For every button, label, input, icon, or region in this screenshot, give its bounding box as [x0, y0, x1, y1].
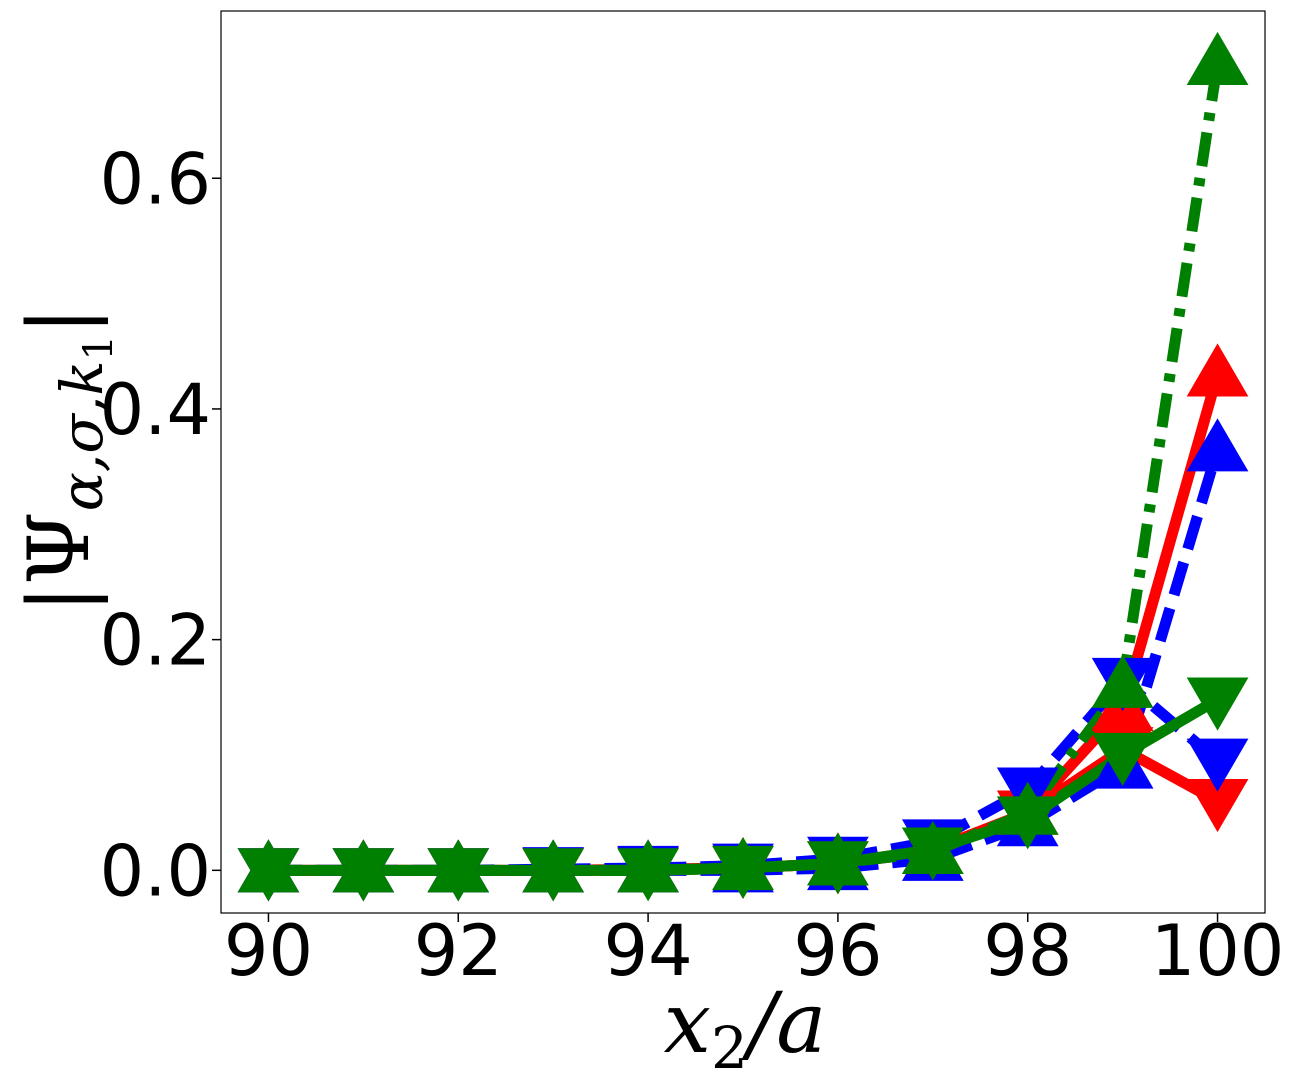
y-tick-label: 0.4	[100, 369, 211, 451]
series-5-point	[807, 841, 869, 895]
y-axis-label-bar: |	[10, 585, 108, 613]
series-5-point	[901, 827, 964, 881]
x-tick-label: 96	[793, 910, 882, 992]
marker-layer	[237, 31, 1249, 902]
y-tick-label: 0.6	[100, 138, 211, 220]
x-tick-label: 94	[604, 910, 693, 992]
y-axis-label-sub: α,σ,k	[48, 361, 116, 512]
series-5-point	[522, 848, 585, 902]
series-5-point	[427, 848, 490, 902]
x-tick-label: 100	[1151, 910, 1285, 992]
y-axis-label: |Ψα,σ,k1|	[10, 307, 122, 614]
x-axis-label-var: x	[664, 974, 711, 1072]
series-5-point	[1186, 677, 1249, 731]
y-axis-label-var: Ψ	[10, 511, 108, 585]
x-axis-label-rest: /a	[741, 974, 826, 1072]
series-3-point	[1186, 738, 1249, 792]
series-4-point	[1091, 654, 1154, 708]
x-tick-label: 98	[983, 910, 1072, 992]
y-tick-label: 0.2	[100, 600, 211, 682]
series-5-point	[332, 848, 395, 902]
y-axis-label-bar-end: |	[10, 307, 108, 335]
series-4-point	[1186, 31, 1249, 86]
x-axis-ticks: 90 92 94 96 98 100	[224, 910, 1284, 992]
plot-frame	[220, 10, 1266, 914]
series-5-point	[996, 796, 1059, 850]
y-axis-label-subsub: 1	[76, 335, 122, 360]
x-tick-label: 90	[224, 910, 313, 992]
x-tick-label: 92	[414, 910, 503, 992]
y-axis-ticks: 0.0 0.2 0.4 0.6	[100, 138, 221, 912]
series-1-point	[1186, 343, 1249, 397]
x-axis-label-sub: 2	[711, 1014, 748, 1080]
series-5-point	[712, 845, 774, 900]
series-5-point	[1091, 732, 1154, 786]
series-5-point	[237, 848, 300, 902]
series-2-point	[1186, 418, 1249, 472]
series-5-point	[617, 848, 679, 902]
y-tick-label: 0.0	[100, 830, 211, 912]
x-axis-label: x2/a	[664, 974, 827, 1080]
